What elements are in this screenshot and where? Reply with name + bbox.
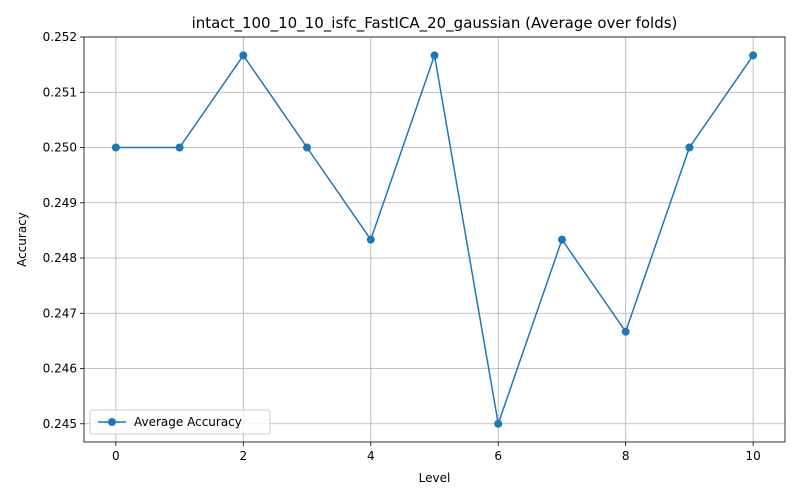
legend-box	[89, 409, 271, 435]
series-layer	[111, 51, 758, 428]
plot-frame	[83, 36, 786, 443]
y-tick-label: 0.252	[43, 30, 77, 44]
data-point	[175, 143, 184, 152]
grid	[84, 36, 785, 442]
y-tick-label: 0.248	[43, 251, 77, 265]
data-point	[303, 143, 312, 152]
data-point	[749, 51, 758, 60]
y-tick-label: 0.250	[43, 141, 77, 155]
legend-marker-swatch	[108, 418, 116, 426]
axis-ticks: 0 2 4 6 8 10 0.245 0.246 0.247 0.248 0.249 0.250 0.2…	[43, 30, 761, 463]
data-point	[557, 235, 566, 244]
legend-label: Average Accuracy	[134, 415, 242, 429]
x-tick-label: 8	[622, 449, 630, 463]
y-axis-label: Accuracy	[15, 212, 29, 267]
data-point	[366, 235, 375, 244]
data-point	[239, 51, 248, 60]
x-tick-label: 0	[112, 449, 120, 463]
y-tick-label: 0.251	[43, 85, 77, 99]
y-tick-label: 0.246	[43, 362, 77, 376]
legend: Average Accuracy	[89, 409, 271, 435]
x-tick-label: 4	[367, 449, 375, 463]
x-tick-label: 6	[494, 449, 502, 463]
x-tick-label: 2	[239, 449, 247, 463]
data-point	[111, 143, 120, 152]
chart-title: intact_100_10_10_isfc_FastICA_20_gaussia…	[192, 14, 678, 33]
data-point	[430, 51, 439, 60]
x-tick-label: 10	[745, 449, 760, 463]
y-tick-label: 0.247	[43, 306, 77, 320]
y-tick-label: 0.245	[43, 417, 77, 431]
x-axis-label: Level	[419, 471, 451, 485]
data-point	[494, 419, 503, 428]
y-tick-label: 0.249	[43, 196, 77, 210]
data-point	[621, 327, 630, 336]
data-point	[685, 143, 694, 152]
